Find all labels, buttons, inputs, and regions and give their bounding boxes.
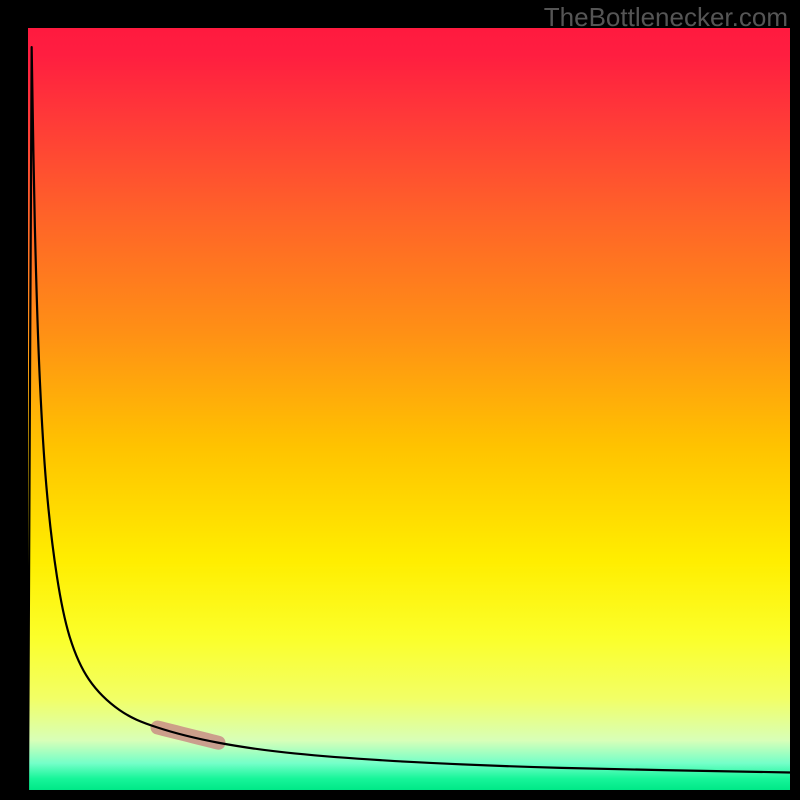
plot-area <box>28 28 790 790</box>
gradient-background <box>28 28 790 790</box>
frame-right <box>790 0 800 800</box>
frame-bottom <box>0 790 800 800</box>
watermark-text: TheBottlenecker.com <box>544 2 788 33</box>
